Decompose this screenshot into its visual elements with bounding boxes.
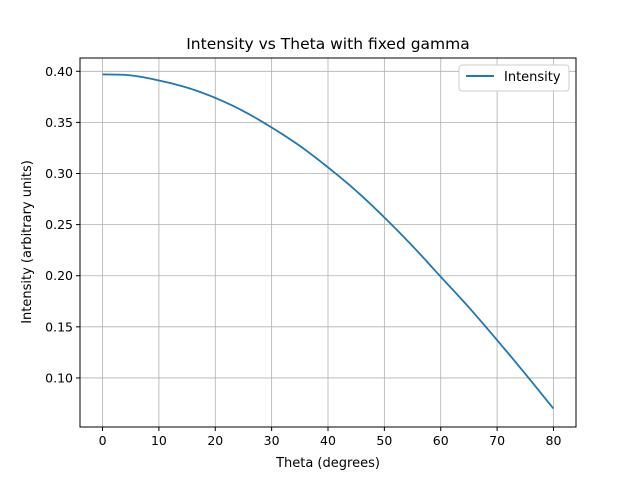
series-line: [102, 73, 555, 410]
x-tick-label: 20: [207, 433, 223, 448]
y-tick-label: 0.30: [45, 166, 73, 181]
x-tick-label: 70: [489, 433, 505, 448]
y-axis-label: Intensity (arbitrary units): [20, 160, 35, 324]
x-axis-label: Theta (degrees): [275, 456, 380, 471]
x-tick-label: 60: [433, 433, 449, 448]
y-tick-label: 0.25: [45, 217, 73, 232]
y-tick-label: 0.15: [45, 319, 73, 334]
x-ticks: 0 10 20 30 40 50 60 70 80: [99, 427, 562, 448]
grid: [80, 58, 576, 427]
x-tick-label: 30: [264, 433, 280, 448]
plot-lines: [102, 73, 555, 410]
x-tick-label: 50: [376, 433, 392, 448]
legend-label: Intensity: [504, 70, 561, 85]
y-ticks: 0.10 0.15 0.20 0.25 0.30 0.35 0.40: [45, 64, 80, 385]
x-tick-label: 80: [546, 433, 562, 448]
chart-title: Intensity vs Theta with fixed gamma: [186, 35, 470, 53]
y-tick-label: 0.10: [45, 370, 73, 385]
y-tick-label: 0.20: [45, 268, 73, 283]
y-tick-label: 0.40: [45, 64, 73, 79]
y-tick-label: 0.35: [45, 115, 73, 130]
x-tick-label: 40: [320, 433, 336, 448]
x-tick-label: 0: [99, 433, 107, 448]
x-tick-label: 10: [151, 433, 167, 448]
legend-box: [458, 64, 570, 92]
legend: Intensity: [458, 64, 570, 92]
